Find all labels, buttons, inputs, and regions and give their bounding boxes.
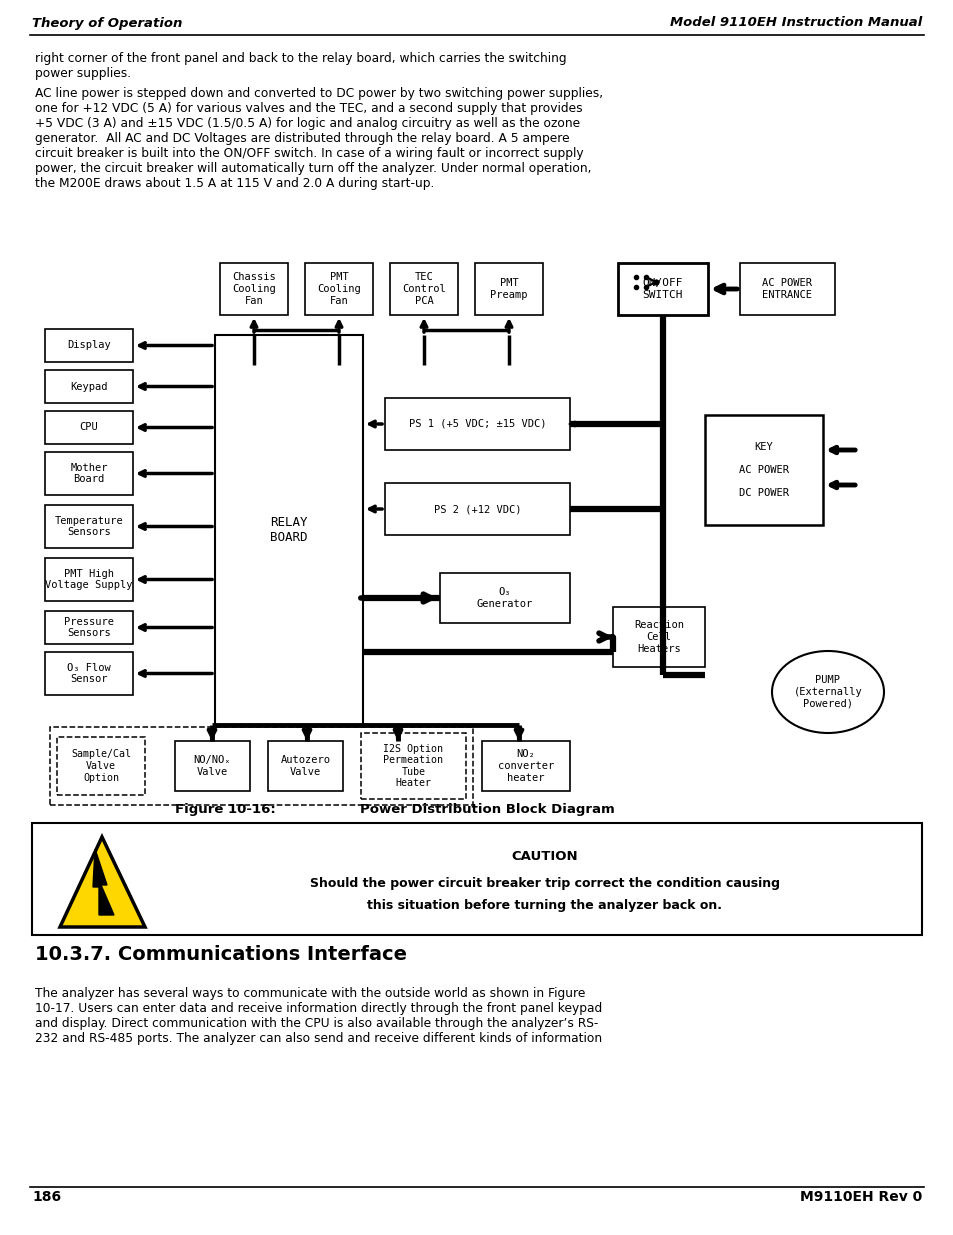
FancyBboxPatch shape bbox=[360, 734, 465, 799]
FancyBboxPatch shape bbox=[45, 652, 132, 695]
Text: Pressure
Sensors: Pressure Sensors bbox=[64, 616, 113, 638]
Text: NO₂
converter
heater: NO₂ converter heater bbox=[497, 750, 554, 783]
FancyBboxPatch shape bbox=[385, 483, 569, 535]
FancyBboxPatch shape bbox=[481, 741, 569, 790]
Text: Figure 10-16:: Figure 10-16: bbox=[174, 803, 275, 816]
Text: Temperature
Sensors: Temperature Sensors bbox=[54, 516, 123, 537]
Text: ON/OFF
SWITCH: ON/OFF SWITCH bbox=[642, 278, 682, 300]
FancyBboxPatch shape bbox=[45, 329, 132, 362]
Text: O₃ Flow
Sensor: O₃ Flow Sensor bbox=[67, 663, 111, 684]
Text: CAUTION: CAUTION bbox=[511, 851, 578, 863]
Text: NO/NOₓ
Valve: NO/NOₓ Valve bbox=[193, 755, 231, 777]
Text: Reaction
Cell
Heaters: Reaction Cell Heaters bbox=[634, 620, 683, 653]
FancyBboxPatch shape bbox=[57, 737, 145, 795]
Text: Model 9110EH Instruction Manual: Model 9110EH Instruction Manual bbox=[669, 16, 921, 30]
FancyBboxPatch shape bbox=[220, 263, 288, 315]
FancyBboxPatch shape bbox=[439, 573, 569, 622]
Text: KEY

AC POWER

DC POWER: KEY AC POWER DC POWER bbox=[739, 442, 788, 498]
Text: Display: Display bbox=[67, 341, 111, 351]
Text: PS 1 (+5 VDC; ±15 VDC): PS 1 (+5 VDC; ±15 VDC) bbox=[408, 419, 546, 429]
FancyBboxPatch shape bbox=[613, 606, 704, 667]
Text: this situation before turning the analyzer back on.: this situation before turning the analyz… bbox=[367, 899, 721, 911]
FancyBboxPatch shape bbox=[740, 263, 834, 315]
Text: I2S Option
Permeation
Tube
Heater: I2S Option Permeation Tube Heater bbox=[383, 743, 443, 788]
FancyBboxPatch shape bbox=[385, 398, 569, 450]
Text: 186: 186 bbox=[32, 1191, 61, 1204]
Text: Theory of Operation: Theory of Operation bbox=[32, 16, 182, 30]
Text: Keypad: Keypad bbox=[71, 382, 108, 391]
FancyBboxPatch shape bbox=[45, 611, 132, 643]
FancyBboxPatch shape bbox=[45, 558, 132, 601]
Text: PMT
Cooling
Fan: PMT Cooling Fan bbox=[316, 273, 360, 305]
Polygon shape bbox=[60, 837, 145, 927]
Text: Power Distribution Block Diagram: Power Distribution Block Diagram bbox=[359, 803, 614, 816]
Text: AC POWER
ENTRANCE: AC POWER ENTRANCE bbox=[761, 278, 812, 300]
Text: PS 2 (+12 VDC): PS 2 (+12 VDC) bbox=[434, 504, 520, 514]
Text: Mother
Board: Mother Board bbox=[71, 463, 108, 484]
FancyBboxPatch shape bbox=[32, 823, 921, 935]
Text: right corner of the front panel and back to the relay board, which carries the s: right corner of the front panel and back… bbox=[35, 52, 566, 80]
Text: The analyzer has several ways to communicate with the outside world as shown in : The analyzer has several ways to communi… bbox=[35, 987, 601, 1045]
Text: 10.3.7. Communications Interface: 10.3.7. Communications Interface bbox=[35, 945, 407, 965]
FancyBboxPatch shape bbox=[268, 741, 343, 790]
Text: O₃
Generator: O₃ Generator bbox=[476, 587, 533, 609]
Text: RELAY
BOARD: RELAY BOARD bbox=[270, 516, 308, 543]
Text: Sample/Cal
Valve
Option: Sample/Cal Valve Option bbox=[71, 750, 131, 783]
Text: PMT High
Voltage Supply: PMT High Voltage Supply bbox=[45, 568, 132, 590]
FancyBboxPatch shape bbox=[45, 370, 132, 403]
FancyBboxPatch shape bbox=[174, 741, 250, 790]
FancyBboxPatch shape bbox=[45, 505, 132, 548]
FancyBboxPatch shape bbox=[214, 335, 363, 725]
Text: PUMP
(Externally
Powered): PUMP (Externally Powered) bbox=[793, 676, 862, 709]
Text: CPU: CPU bbox=[79, 422, 98, 432]
Polygon shape bbox=[92, 848, 113, 915]
FancyBboxPatch shape bbox=[390, 263, 457, 315]
Text: TEC
Control
PCA: TEC Control PCA bbox=[402, 273, 445, 305]
FancyBboxPatch shape bbox=[704, 415, 822, 525]
Text: PMT
Preamp: PMT Preamp bbox=[490, 278, 527, 300]
FancyBboxPatch shape bbox=[45, 411, 132, 445]
Text: Chassis
Cooling
Fan: Chassis Cooling Fan bbox=[232, 273, 275, 305]
Text: M9110EH Rev 0: M9110EH Rev 0 bbox=[799, 1191, 921, 1204]
Text: Autozero
Valve: Autozero Valve bbox=[280, 755, 330, 777]
FancyBboxPatch shape bbox=[45, 452, 132, 495]
Text: Should the power circuit breaker trip correct the condition causing: Should the power circuit breaker trip co… bbox=[310, 877, 780, 889]
FancyBboxPatch shape bbox=[618, 263, 707, 315]
Text: AC line power is stepped down and converted to DC power by two switching power s: AC line power is stepped down and conver… bbox=[35, 86, 602, 190]
FancyBboxPatch shape bbox=[305, 263, 373, 315]
FancyBboxPatch shape bbox=[475, 263, 542, 315]
